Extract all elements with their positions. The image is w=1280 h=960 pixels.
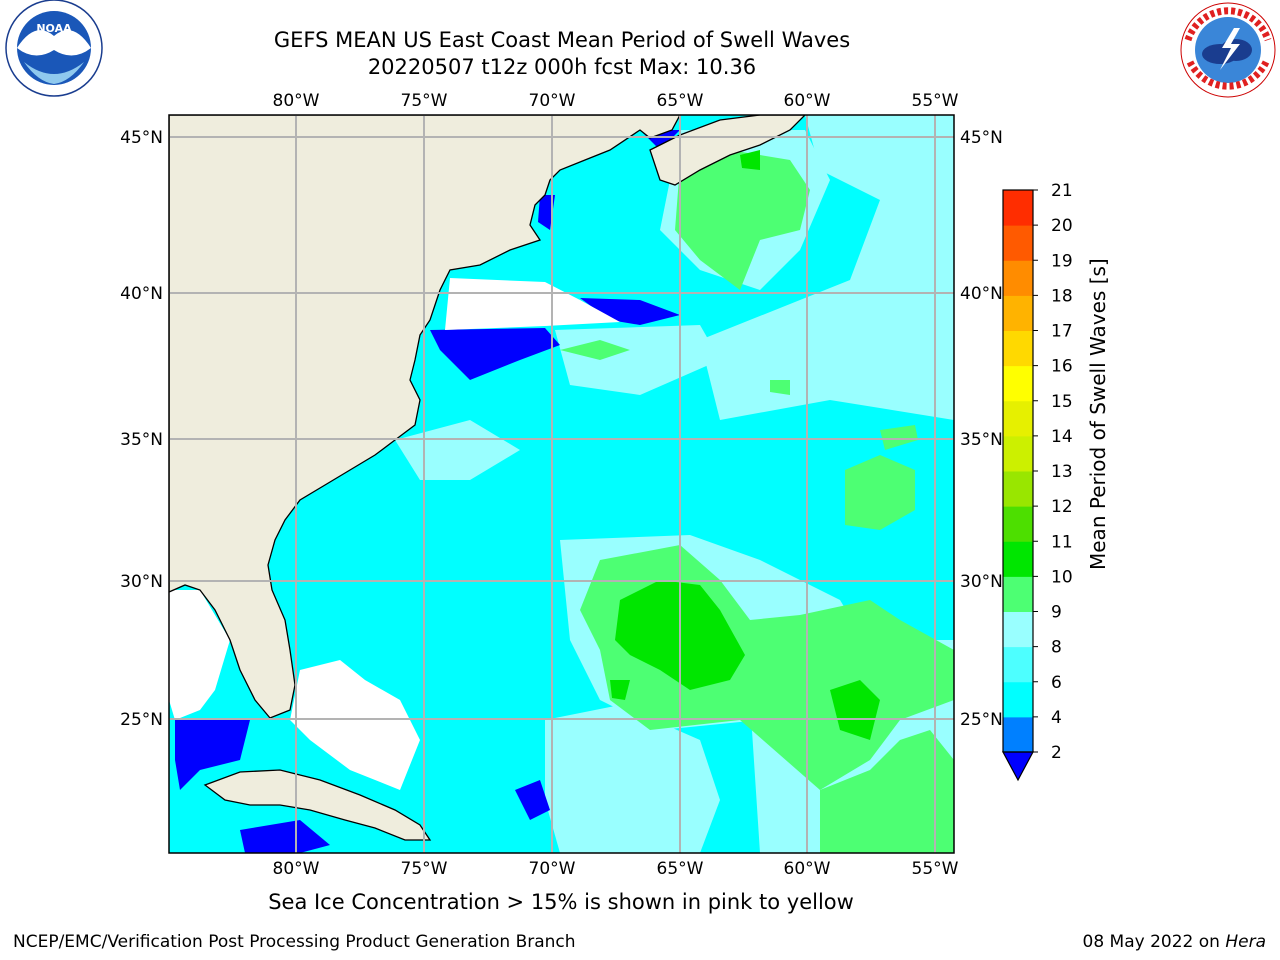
colorbar-segment xyxy=(1003,506,1033,542)
colorbar-tick-label: 11 xyxy=(1051,532,1073,552)
colorbar-tick-label: 2 xyxy=(1051,743,1062,763)
colorbar-tick-label: 9 xyxy=(1051,603,1062,623)
lat-tick-label: 30°N xyxy=(960,572,1003,592)
map-frame xyxy=(168,114,955,854)
lon-tick-label: 60°W xyxy=(784,91,831,111)
colorbar-tick-label: 12 xyxy=(1051,497,1073,517)
colorbar: 2 4 6 8 9 10 11 12 13 14 15 16 17 18 19 20 21 xyxy=(1001,181,1073,782)
colorbar-tick-label: 17 xyxy=(1051,322,1073,342)
colorbar-tick-label: 14 xyxy=(1051,427,1073,447)
colorbar-segment xyxy=(1003,400,1033,437)
chart-subtitle: 20220507 t12z 000h fcst Max: 10.36 xyxy=(367,55,757,79)
graticule xyxy=(169,115,954,853)
lat-tick-label: 45°N xyxy=(960,128,1003,148)
colorbar-extend-arrow xyxy=(1001,751,1035,782)
nws-logo xyxy=(1180,2,1276,98)
lat-labels-left: 45°N 40°N 35°N 30°N 25°N xyxy=(120,128,163,730)
colorbar-segment xyxy=(1003,435,1033,472)
colorbar-segment xyxy=(1003,260,1033,296)
lat-tick-label: 25°N xyxy=(120,710,163,730)
sea-ice-note: Sea Ice Concentration > 15% is shown in … xyxy=(268,890,854,914)
colorbar-tick-label: 16 xyxy=(1051,357,1073,377)
chart-title: GEFS MEAN US East Coast Mean Period of S… xyxy=(273,28,851,52)
colorbar-segment xyxy=(1003,611,1033,648)
colorbar-segment xyxy=(1003,576,1033,612)
colorbar-tick-label: 18 xyxy=(1051,286,1073,306)
colorbar-segment xyxy=(1003,471,1033,507)
footer-host: Hera xyxy=(1225,932,1266,952)
land-cuba xyxy=(203,769,432,841)
lat-labels-right: 45°N 40°N 35°N 30°N 25°N xyxy=(960,128,1003,730)
colorbar-tick-label: 20 xyxy=(1051,216,1073,236)
svg-text:NOAA: NOAA xyxy=(36,22,72,35)
lon-labels-top: 80°W 75°W 70°W 65°W 60°W 55°W xyxy=(273,91,959,111)
lon-tick-label: 65°W xyxy=(657,91,704,111)
footer-credit: NCEP/EMC/Verification Post Processing Pr… xyxy=(13,932,576,952)
lat-tick-label: 40°N xyxy=(960,284,1003,304)
map-area xyxy=(169,115,954,853)
lon-tick-label: 75°W xyxy=(401,859,448,879)
footer-date-text: 08 May 2022 on xyxy=(1082,932,1220,952)
lat-tick-label: 35°N xyxy=(960,430,1003,450)
lon-tick-label: 60°W xyxy=(784,859,831,879)
colorbar-segment xyxy=(1003,365,1033,402)
colorbar-segment xyxy=(1003,225,1033,261)
colorbar-tick-label: 10 xyxy=(1051,567,1073,587)
colorbar-tick-label: 15 xyxy=(1051,392,1073,412)
lon-tick-label: 75°W xyxy=(401,91,448,111)
lat-tick-label: 35°N xyxy=(120,430,163,450)
colorbar-label: Mean Period of Swell Waves [s] xyxy=(1086,258,1110,570)
colorbar-tick-label: 13 xyxy=(1051,462,1073,482)
colorbar-segment xyxy=(1003,716,1033,753)
lon-tick-label: 55°W xyxy=(912,91,959,111)
colorbar-tick-label: 4 xyxy=(1051,708,1062,728)
colorbar-segment xyxy=(1003,541,1033,577)
no-data-regions xyxy=(169,278,620,790)
lat-tick-label: 30°N xyxy=(120,572,163,592)
colorbar-tick-label: 19 xyxy=(1051,251,1073,271)
lon-tick-label: 80°W xyxy=(273,91,320,111)
noaa-logo: NOAA xyxy=(5,0,103,97)
colorbar-segment xyxy=(1003,646,1033,683)
lon-tick-label: 65°W xyxy=(657,859,704,879)
swell-2-4-regions xyxy=(175,130,680,853)
colorbar-segment xyxy=(1003,295,1033,331)
lat-tick-label: 45°N xyxy=(120,128,163,148)
footer-date: 08 May 2022 on Hera xyxy=(1083,932,1267,952)
colorbar-segment xyxy=(1003,330,1033,367)
lon-labels-bottom: 80°W 75°W 70°W 65°W 60°W 55°W xyxy=(273,859,959,879)
colorbar-tick-label: 8 xyxy=(1051,638,1062,658)
colorbar-segment xyxy=(1003,681,1033,718)
colorbar-tick-label: 21 xyxy=(1051,181,1073,201)
lat-tick-label: 25°N xyxy=(960,710,1003,730)
lon-tick-label: 80°W xyxy=(273,859,320,879)
lon-tick-label: 70°W xyxy=(529,91,576,111)
lon-tick-label: 55°W xyxy=(912,859,959,879)
lon-tick-label: 70°W xyxy=(529,859,576,879)
lat-tick-label: 40°N xyxy=(120,284,163,304)
colorbar-segment xyxy=(1003,190,1033,226)
colorbar-tick-label: 6 xyxy=(1051,673,1062,693)
